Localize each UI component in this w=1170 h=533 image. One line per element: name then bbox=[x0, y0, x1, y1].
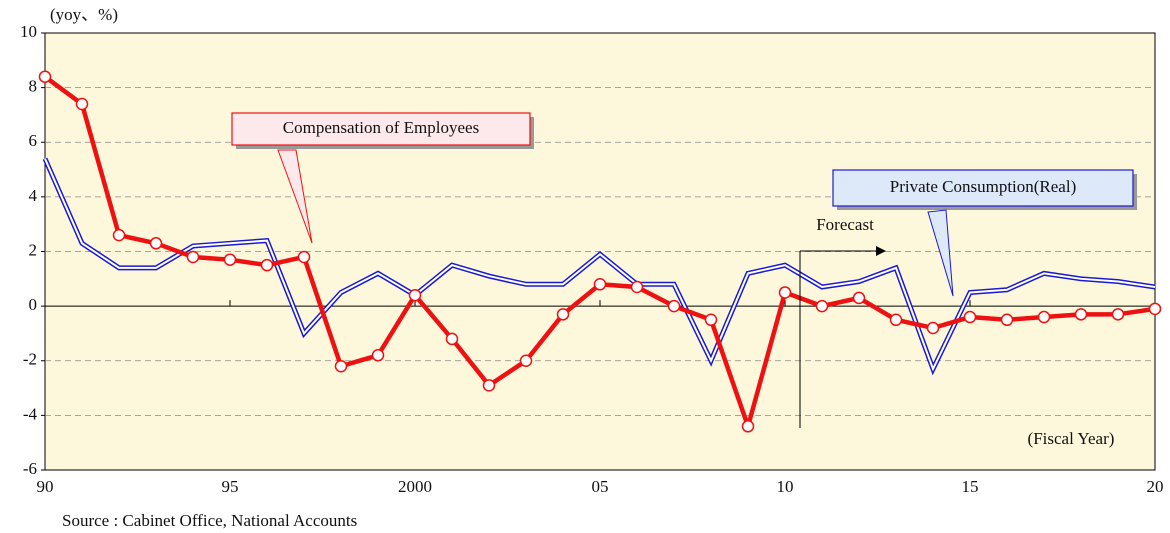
source: Source : Cabinet Office, National Accoun… bbox=[62, 511, 357, 530]
marker bbox=[445, 332, 459, 346]
y-tick-label: -6 bbox=[23, 459, 37, 478]
marker bbox=[408, 288, 422, 302]
y-tick-label: 8 bbox=[29, 77, 38, 96]
y-tick-label: -2 bbox=[23, 350, 37, 369]
marker bbox=[260, 258, 274, 272]
forecast-arrow bbox=[799, 246, 886, 428]
marker bbox=[371, 349, 385, 362]
marker bbox=[963, 310, 977, 324]
x-tick-label: 05 bbox=[592, 477, 609, 496]
marker bbox=[334, 359, 348, 373]
marker bbox=[852, 291, 866, 305]
marker bbox=[1074, 308, 1088, 321]
marker bbox=[1000, 313, 1014, 327]
y-tick-label: -4 bbox=[23, 404, 38, 423]
marker bbox=[519, 354, 533, 367]
callout-blue bbox=[832, 169, 1137, 297]
marker bbox=[926, 321, 940, 335]
marker bbox=[741, 420, 755, 433]
y-tick-label: 4 bbox=[29, 186, 38, 205]
marker bbox=[704, 313, 718, 327]
marker bbox=[223, 253, 237, 266]
marker bbox=[815, 299, 829, 313]
legend-label: Compensation of Employees bbox=[283, 118, 479, 137]
marker bbox=[1148, 302, 1162, 316]
marker bbox=[297, 250, 311, 264]
x-tick-label: 15 bbox=[962, 477, 979, 496]
x-tick-label: 95 bbox=[222, 477, 239, 496]
forecast-label: Forecast bbox=[816, 215, 874, 234]
x-tick-label: 90 bbox=[37, 477, 54, 496]
marker bbox=[186, 250, 200, 264]
marker bbox=[778, 286, 792, 299]
marker bbox=[667, 299, 681, 313]
y-tick-label: 0 bbox=[29, 295, 38, 314]
legend-label: Private Consumption(Real) bbox=[890, 177, 1077, 196]
marker bbox=[889, 313, 903, 327]
marker bbox=[149, 237, 163, 250]
x-axis-label: (Fiscal Year) bbox=[1028, 429, 1115, 448]
marker bbox=[556, 308, 570, 321]
marker bbox=[1111, 308, 1125, 321]
marker bbox=[593, 278, 607, 291]
marker bbox=[482, 379, 496, 392]
marker bbox=[75, 97, 89, 111]
y-unit-label: (yoy、%) bbox=[50, 5, 118, 24]
y-tick-label: 2 bbox=[29, 240, 38, 259]
x-tick-label: 10 bbox=[777, 477, 794, 496]
x-tick-label: 2000 bbox=[398, 477, 432, 496]
marker bbox=[38, 70, 52, 83]
y-tick-label: 10 bbox=[20, 22, 37, 41]
lines bbox=[38, 70, 1162, 433]
marker bbox=[112, 228, 126, 242]
x-tick-label: 20 bbox=[1147, 477, 1164, 496]
series-line-inner bbox=[44, 158, 1156, 372]
callout-red bbox=[231, 112, 534, 244]
y-tick-label: 6 bbox=[29, 131, 38, 150]
marker bbox=[630, 280, 644, 294]
marker bbox=[1037, 310, 1051, 324]
